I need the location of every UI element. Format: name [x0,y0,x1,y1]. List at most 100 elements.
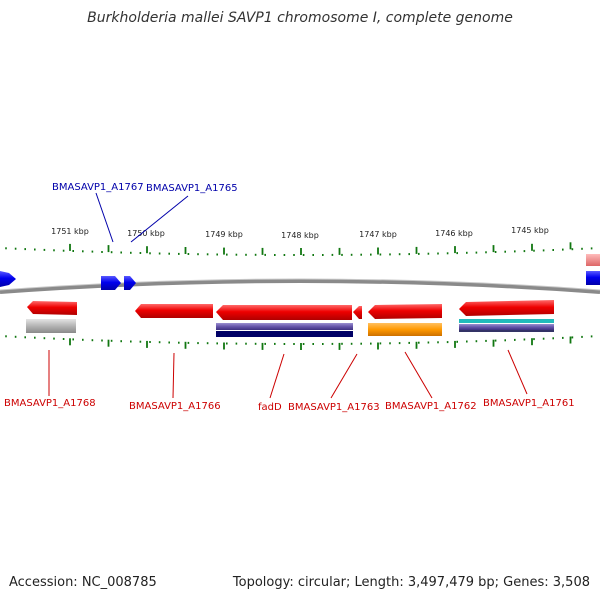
tick-label: 1745 kbp [511,226,549,235]
minor-tick [322,254,324,256]
leader-line [269,353,285,399]
minor-tick [53,249,55,252]
minor-tick [293,254,295,256]
minor-tick [293,343,295,345]
major-tick [338,342,341,350]
major-tick [377,342,379,350]
leader-line [330,353,358,399]
minor-tick [571,248,574,251]
reverse-gene-label[interactable]: BMASAVP1_A1762 [385,401,477,412]
major-tick [146,340,148,348]
major-tick [107,339,110,347]
purple-feature [216,323,353,330]
minor-tick [542,337,545,340]
forward-gene-arrow[interactable] [124,276,136,290]
major-tick [569,336,572,344]
tick-label: 1746 kbp [435,229,473,238]
forward-gene-label[interactable]: BMASAVP1_A1765 [146,183,238,194]
minor-tick [24,336,26,339]
minor-tick [408,341,410,344]
forward-gene-label[interactable]: BMASAVP1_A1767 [52,182,144,193]
reverse-gene-arrow[interactable] [135,304,213,318]
reverse-gene-label[interactable]: BMASAVP1_A1763 [288,402,380,413]
reverse-gene-arrow[interactable] [353,306,362,319]
minor-tick [379,253,382,256]
minor-tick [5,247,7,250]
major-tick [454,340,456,348]
reverse-gene-arrow[interactable] [459,300,554,316]
reverse-gene-label[interactable]: BMASAVP1_A1768 [4,398,96,409]
major-tick [454,246,456,254]
minor-tick [466,340,468,343]
minor-tick [370,342,372,345]
forward-gene-arrow[interactable] [586,271,600,285]
minor-tick [418,341,420,344]
major-tick [300,248,302,255]
minor-tick [456,340,458,343]
minor-tick [581,247,583,250]
reverse-gene-arrow[interactable] [216,305,352,320]
minor-tick [312,254,314,256]
minor-tick [149,252,151,255]
minor-tick [446,341,449,344]
minor-tick [91,250,94,253]
minor-tick [322,343,324,345]
minor-tick [130,340,132,343]
minor-tick [24,248,26,251]
minor-tick [245,342,247,345]
minor-tick [370,253,372,256]
minor-tick [101,251,103,253]
minor-tick [14,335,17,338]
minor-tick [178,341,180,344]
minor-tick [158,252,161,255]
major-tick [261,342,264,350]
reverse-gene-label[interactable]: fadD [258,402,282,413]
minor-tick [408,253,410,256]
major-tick [107,245,110,253]
minor-tick [485,251,487,254]
forward-gene-arrow[interactable] [0,271,16,287]
minor-tick [523,250,526,253]
minor-tick [34,248,36,251]
reverse-gene-arrow[interactable] [368,304,442,319]
forward-gene-arrow[interactable] [101,276,121,290]
minor-tick [168,341,170,344]
minor-tick [187,341,190,344]
reverse-gene-label[interactable]: BMASAVP1_A1761 [483,398,575,409]
gray-feature [26,319,76,333]
minor-tick [389,253,391,256]
minor-tick [590,335,593,338]
leader-line [507,349,528,395]
minor-tick [427,252,430,255]
minor-tick [341,253,343,256]
reverse-gene-label[interactable]: BMASAVP1_A1766 [129,401,221,412]
minor-tick [5,335,7,338]
minor-tick [514,250,516,253]
major-tick [223,342,225,350]
forward-feature-pink [586,254,600,266]
major-tick [492,339,495,347]
minor-tick [350,342,353,345]
minor-tick [485,339,487,342]
minor-tick [581,335,583,338]
minor-tick [43,248,46,251]
minor-tick [43,337,46,340]
reverse-gene-arrow[interactable] [27,301,77,315]
minor-tick [158,341,161,344]
purple-feature [459,324,554,330]
minor-tick [197,253,199,256]
major-tick [300,343,302,350]
minor-tick [475,340,478,343]
major-tick [377,247,379,255]
minor-tick [254,253,257,256]
minor-tick [562,248,564,251]
leader-line [130,195,189,243]
minor-tick [34,336,36,339]
minor-tick [206,253,209,256]
minor-tick [398,342,401,345]
minor-tick [398,253,401,256]
minor-tick [562,336,564,339]
leader-line [172,352,175,399]
tick-label: 1748 kbp [281,231,319,240]
minor-tick [331,342,334,345]
